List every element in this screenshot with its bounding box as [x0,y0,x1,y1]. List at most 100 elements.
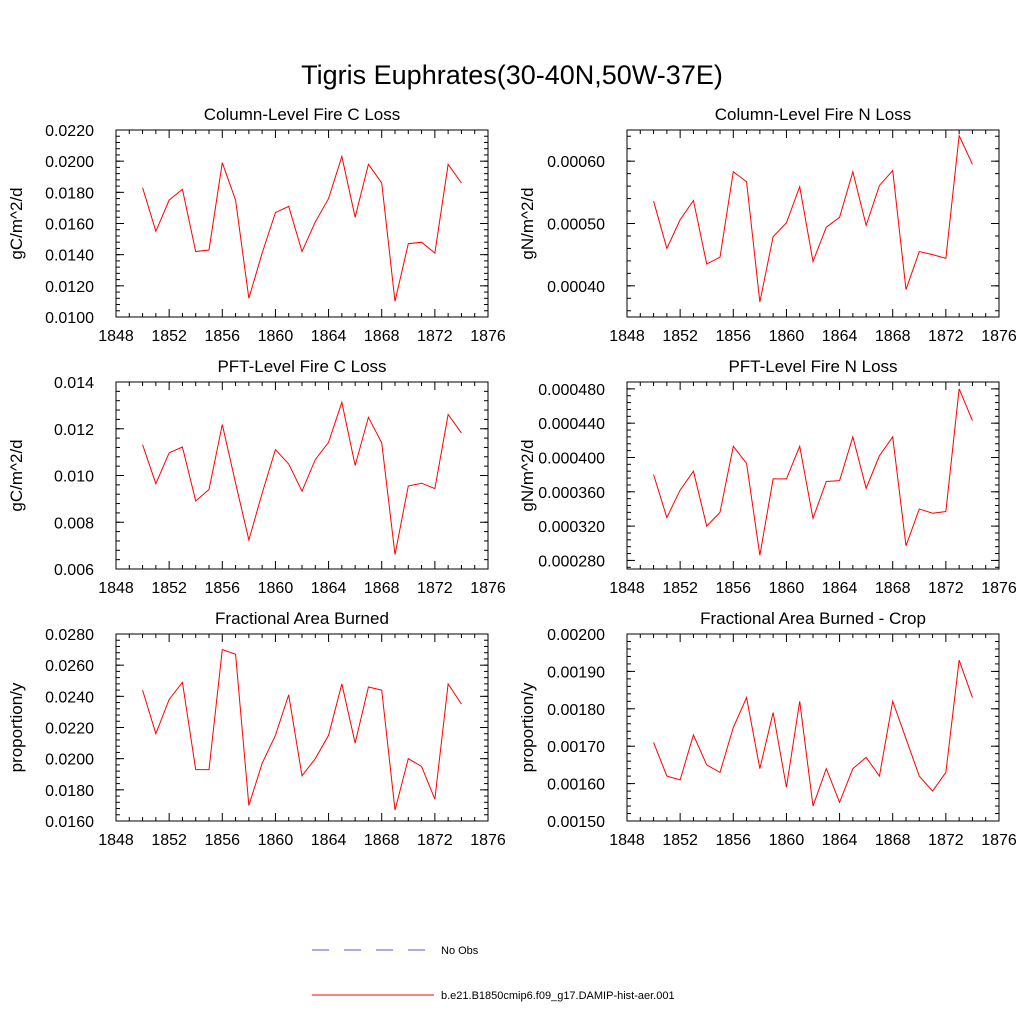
x-tick-label: 1860 [258,328,294,345]
plot-frame [626,381,1000,570]
x-tick-label: 1868 [875,580,911,597]
y-tick-label: 0.0120 [45,279,94,296]
y-tick-label: 0.0200 [45,154,94,171]
x-tick-label: 1876 [981,328,1017,345]
y-tick-label: 0.014 [54,375,94,392]
panel-title: PFT-Level Fire N Loss [728,357,897,376]
x-tick-label: 1848 [98,328,134,345]
y-tick-label: 0.010 [54,469,94,486]
x-tick-label: 1876 [981,832,1017,849]
y-tick-label: 0.00170 [547,739,605,756]
x-tick-label: 1876 [981,580,1017,597]
x-tick-label: 1860 [258,832,294,849]
y-tick-label: 0.0100 [45,310,94,327]
y-tick-label: 0.0160 [45,217,94,234]
legend-label-model-run: b.e21.B1850cmip6.f09_g17.DAMIP-hist-aer.… [441,990,675,1002]
x-tick-label: 1864 [822,328,858,345]
y-tick-label: 0.00180 [547,702,605,719]
x-tick-label: 1864 [311,328,347,345]
plot-frame [626,633,1000,822]
y-tick-label: 0.00160 [547,777,605,794]
y-axis-label: proportion/y [7,682,26,772]
x-tick-label: 1872 [928,328,964,345]
plot-frame [626,129,1000,318]
x-tick-label: 1872 [928,580,964,597]
x-tick-label: 1852 [151,328,187,345]
x-tick-label: 1868 [875,328,911,345]
y-tick-label: 0.00190 [547,664,605,681]
y-tick-label: 0.0140 [45,248,94,265]
y-tick-label: 0.000280 [538,553,605,570]
y-tick-label: 0.000400 [538,450,605,467]
x-tick-label: 1860 [769,580,805,597]
series-line-b-e21-b1850cmip6-f09-g17-damip-hist-aer-001 [653,133,973,303]
y-tick-label: 0.0220 [45,721,94,738]
plot-frame [115,129,489,318]
x-tick-label: 1852 [662,580,698,597]
y-tick-label: 0.0240 [45,689,94,706]
x-tick-label: 1876 [470,580,506,597]
x-tick-label: 1848 [609,328,645,345]
x-tick-label: 1848 [609,580,645,597]
y-tick-label: 0.0160 [45,814,94,831]
y-tick-label: 0.0220 [45,123,94,140]
x-tick-label: 1856 [715,580,751,597]
series-line-b-e21-b1850cmip6-f09-g17-damip-hist-aer-001 [142,154,462,302]
plot-frame [115,381,489,570]
x-tick-label: 1852 [662,832,698,849]
x-tick-label: 1872 [417,580,453,597]
x-tick-label: 1872 [928,832,964,849]
series-line-b-e21-b1850cmip6-f09-g17-damip-hist-aer-001 [653,388,973,556]
x-tick-label: 1860 [769,832,805,849]
y-axis-label: proportion/y [518,682,537,772]
y-tick-label: 0.000360 [538,485,605,502]
panel-pft-level-fire-c-loss: PFT-Level Fire C Loss gC/m^2/d 1848 1852 185… [7,357,506,597]
x-tick-label: 1852 [151,580,187,597]
x-tick-label: 1876 [470,328,506,345]
y-tick-label: 0.00050 [547,217,605,234]
x-tick-label: 1868 [875,832,911,849]
y-tick-label: 0.0180 [45,783,94,800]
x-tick-label: 1856 [204,580,240,597]
x-tick-label: 1852 [151,832,187,849]
y-tick-label: 0.00200 [547,627,605,644]
y-axis-label: gN/m^2/d [518,439,537,511]
panel-column-level-fire-n-loss: Column-Level Fire N Loss gN/m^2/d 1848 1852… [518,105,1017,345]
x-tick-label: 1860 [258,580,294,597]
x-tick-label: 1856 [715,832,751,849]
panel-title: Column-Level Fire C Loss [204,105,401,124]
series-line-b-e21-b1850cmip6-f09-g17-damip-hist-aer-001 [653,660,973,807]
x-tick-label: 1864 [311,580,347,597]
x-tick-label: 1872 [417,832,453,849]
y-tick-label: 0.006 [54,562,94,579]
x-tick-label: 1848 [609,832,645,849]
y-tick-label: 0.012 [54,422,94,439]
panel-title: Column-Level Fire N Loss [715,105,912,124]
y-axis-label: gN/m^2/d [518,187,537,259]
x-tick-label: 1856 [204,832,240,849]
x-tick-label: 1872 [417,328,453,345]
panel-fractional-area-burned: Fractional Area Burned proportion/y 1848 18… [7,609,506,849]
x-tick-label: 1860 [769,328,805,345]
x-tick-label: 1864 [822,580,858,597]
y-tick-label: 0.00040 [547,279,605,296]
legend-label-no-obs: No Obs [441,945,479,957]
x-tick-label: 1876 [470,832,506,849]
panel-fractional-area-burned-crop: Fractional Area Burned - Crop proportion/… [518,609,1017,849]
x-tick-label: 1848 [98,832,134,849]
y-tick-label: 0.000480 [538,382,605,399]
x-tick-label: 1856 [204,328,240,345]
x-tick-label: 1864 [311,832,347,849]
series-line-b-e21-b1850cmip6-f09-g17-damip-hist-aer-001 [142,400,462,555]
panel-title: Fractional Area Burned [215,609,389,628]
y-tick-label: 0.0200 [45,752,94,769]
panel-title: Fractional Area Burned - Crop [700,609,926,628]
legend: No Obs b.e21.B1850cmip6.f09_g17.DAMIP-hi… [312,945,675,1002]
x-tick-label: 1864 [822,832,858,849]
panels: Column-Level Fire C Loss gC/m^2/d 1848 1852… [7,105,1017,849]
x-tick-label: 1868 [364,328,400,345]
y-tick-label: 0.00150 [547,814,605,831]
series-line-b-e21-b1850cmip6-f09-g17-damip-hist-aer-001 [142,648,462,811]
y-axis-label: gC/m^2/d [7,187,26,259]
panel-column-level-fire-c-loss: Column-Level Fire C Loss gC/m^2/d 1848 1852… [7,105,506,345]
